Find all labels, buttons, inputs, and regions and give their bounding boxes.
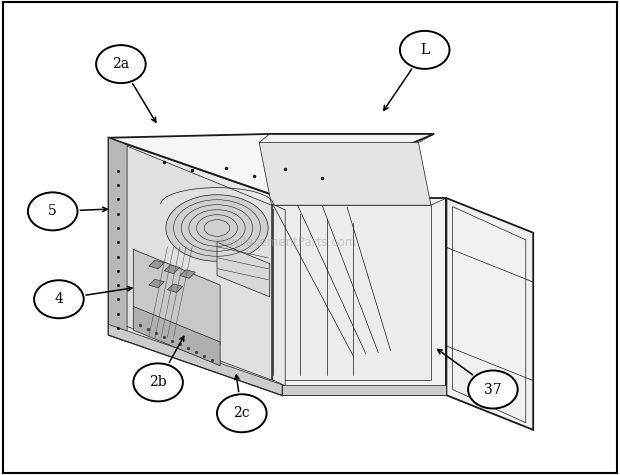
Text: 2c: 2c [234,406,250,420]
Polygon shape [167,284,183,293]
Polygon shape [108,138,282,395]
Polygon shape [149,260,164,269]
Polygon shape [164,265,180,274]
Polygon shape [217,242,270,297]
Polygon shape [272,205,431,380]
Polygon shape [446,198,533,430]
Polygon shape [259,142,431,205]
Polygon shape [180,270,195,278]
Polygon shape [108,138,127,342]
Polygon shape [108,324,282,395]
Polygon shape [133,306,220,366]
Circle shape [468,370,518,408]
Polygon shape [124,145,272,380]
Text: 5: 5 [48,204,57,218]
Polygon shape [108,134,434,198]
Ellipse shape [166,195,268,261]
Polygon shape [282,198,446,395]
Circle shape [133,363,183,401]
Text: 2b: 2b [149,375,167,389]
Polygon shape [149,279,164,288]
Circle shape [28,192,78,230]
Polygon shape [133,249,220,344]
Text: 37: 37 [484,382,502,397]
Circle shape [34,280,84,318]
Circle shape [96,45,146,83]
Circle shape [217,394,267,432]
Text: eReplacementParts.com: eReplacementParts.com [213,236,357,249]
Text: L: L [420,43,429,57]
Polygon shape [282,385,446,395]
Circle shape [400,31,450,69]
Text: 2a: 2a [112,57,130,71]
Polygon shape [273,204,285,386]
Text: 4: 4 [55,292,63,306]
